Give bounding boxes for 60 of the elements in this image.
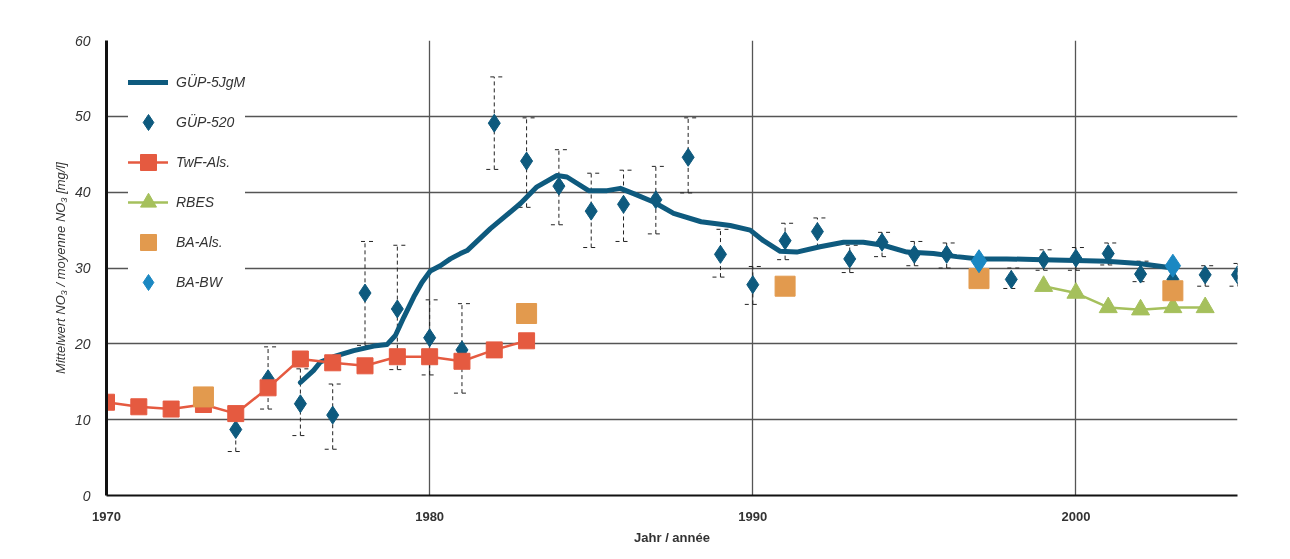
point: [1162, 280, 1184, 302]
point: [130, 398, 148, 416]
legend-label: RBES: [176, 194, 215, 210]
point: [940, 244, 954, 264]
y-tick-label: 40: [74, 184, 91, 201]
point: [970, 249, 988, 274]
point: [423, 328, 437, 348]
point: [518, 332, 536, 350]
point: [552, 176, 566, 196]
x-axis-title: Jahr / année: [634, 529, 710, 545]
x-tick-label: 1970: [92, 508, 121, 524]
point: [681, 147, 695, 167]
point: [487, 113, 501, 133]
point: [356, 357, 374, 375]
point: [1134, 264, 1148, 284]
point: [617, 194, 631, 214]
y-tick-label: 20: [73, 335, 91, 352]
point: [746, 275, 760, 295]
x-tick-label: 2000: [1061, 508, 1091, 524]
y-axis-title: Mittelwert NO₃ / moyenne NO₃ [mg/l]: [52, 161, 68, 374]
point: [810, 222, 824, 242]
point: [713, 244, 727, 264]
point: [875, 232, 889, 252]
point: [968, 268, 990, 290]
y-tick-label: 0: [82, 487, 91, 504]
point: [649, 190, 663, 210]
point: [259, 379, 277, 397]
point: [162, 400, 180, 418]
point: [1164, 253, 1182, 278]
x-tick-label: 1990: [738, 508, 768, 524]
point: [421, 348, 439, 366]
point: [584, 201, 598, 221]
point: [843, 249, 857, 269]
point: [229, 420, 243, 440]
point: [390, 299, 404, 319]
legend-label: GÜP-5JgM: [176, 74, 246, 90]
point: [326, 405, 340, 425]
point: [516, 303, 538, 324]
point: [192, 386, 214, 408]
point: [520, 151, 534, 171]
point: [291, 350, 309, 368]
point: [293, 394, 307, 414]
point: [485, 341, 503, 359]
y-tick-label: 10: [74, 411, 91, 428]
legend-label: GÜP-520: [176, 114, 235, 130]
point: [774, 275, 796, 297]
y-tick-label: 60: [74, 32, 91, 49]
point: [388, 348, 406, 366]
y-tick-label: 30: [74, 260, 91, 276]
point: [778, 231, 792, 251]
point: [358, 283, 372, 303]
legend-label: TwF-Als.: [176, 154, 231, 170]
y-tick-label: 50: [74, 108, 91, 125]
legend-label: BA-Als.: [176, 234, 223, 250]
legend-label: BA-BW: [176, 274, 222, 290]
x-tick-label: 1980: [415, 508, 445, 524]
point: [907, 244, 921, 264]
point: [453, 352, 471, 370]
point: [324, 354, 342, 372]
point: [227, 405, 245, 423]
